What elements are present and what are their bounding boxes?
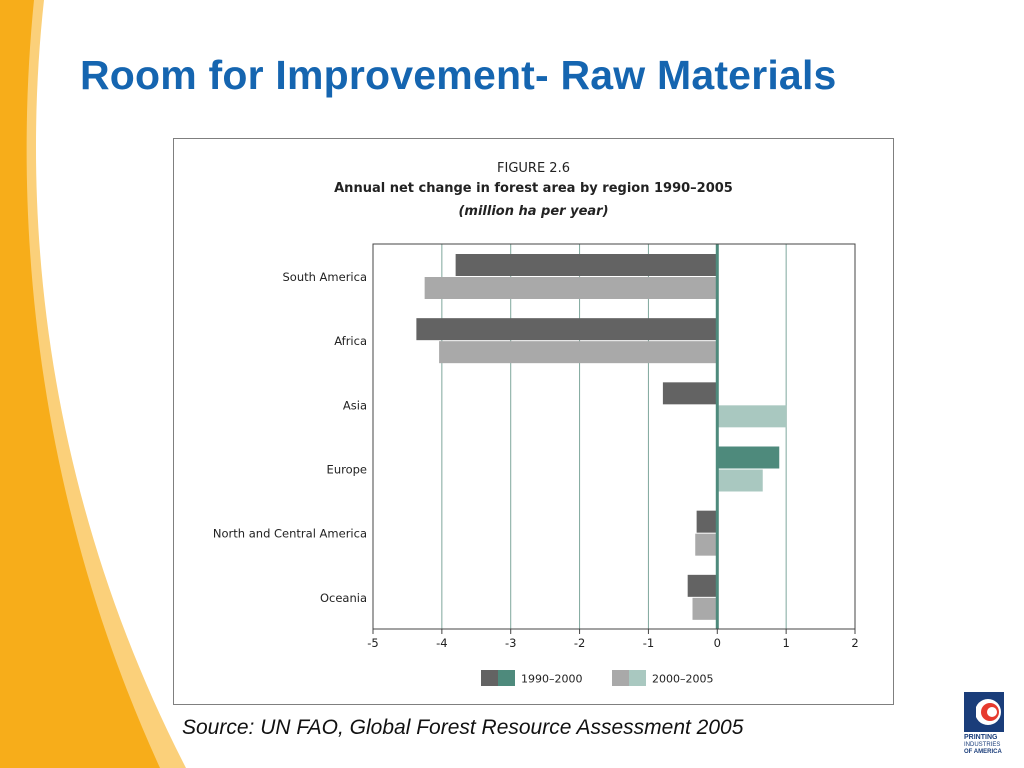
legend-swatch	[629, 670, 646, 686]
figure-box: FIGURE 2.6 Annual net change in forest a…	[173, 138, 894, 705]
bar	[662, 382, 718, 405]
category-label: Asia	[343, 398, 367, 412]
bar	[696, 510, 718, 533]
category-label: Oceania	[320, 591, 367, 605]
logo-text-line2: INDUSTRIES	[964, 742, 1001, 748]
legend-swatch	[498, 670, 515, 686]
legend-swatch	[481, 670, 498, 686]
x-tick-label: -3	[505, 636, 516, 650]
logo-text-line3: OF AMERICA	[964, 749, 1002, 755]
bar	[692, 597, 718, 620]
bar-chart: South America Africa Asia Europe North and C…	[213, 243, 859, 686]
logo-text-line1: PRINTING	[964, 734, 998, 741]
category-label: South America	[282, 270, 367, 284]
bar	[455, 254, 718, 276]
legend-swatch	[612, 670, 629, 686]
pia-logo-mark	[964, 692, 1004, 732]
x-tick-label: 2	[851, 636, 858, 650]
x-tick-label: -5	[367, 636, 378, 650]
x-tick-label: 1	[782, 636, 789, 650]
category-label: Africa	[334, 334, 367, 348]
figure-title: Annual net change in forest area by regi…	[334, 181, 733, 196]
plot-frame	[372, 243, 856, 630]
category-label: North and Central America	[213, 527, 367, 541]
bar	[687, 574, 718, 597]
legend-label: 2000–2005	[652, 673, 714, 686]
x-tick-label: -2	[574, 636, 585, 650]
bar	[717, 446, 780, 469]
legend-label: 1990–2000	[521, 673, 583, 686]
bar	[424, 277, 718, 299]
x-tick-label: -1	[643, 636, 654, 650]
bar	[717, 405, 787, 428]
figure-subtitle: (million ha per year)	[458, 204, 609, 219]
bar	[439, 341, 718, 364]
x-tick-label: 0	[714, 636, 721, 650]
slide-accent-orange	[0, 0, 160, 768]
pia-logo: PRINTING INDUSTRIES OF AMERICA	[964, 692, 1004, 762]
slide-title: Room for Improvement- Raw Materials	[80, 52, 837, 98]
bar	[695, 533, 718, 556]
bar	[717, 469, 763, 492]
x-tick-label: -4	[436, 636, 447, 650]
source-note: Source: UN FAO, Global Forest Resource A…	[182, 716, 744, 739]
figure-label: FIGURE 2.6	[497, 161, 570, 176]
category-label: Europe	[327, 463, 367, 477]
bar	[416, 318, 718, 341]
